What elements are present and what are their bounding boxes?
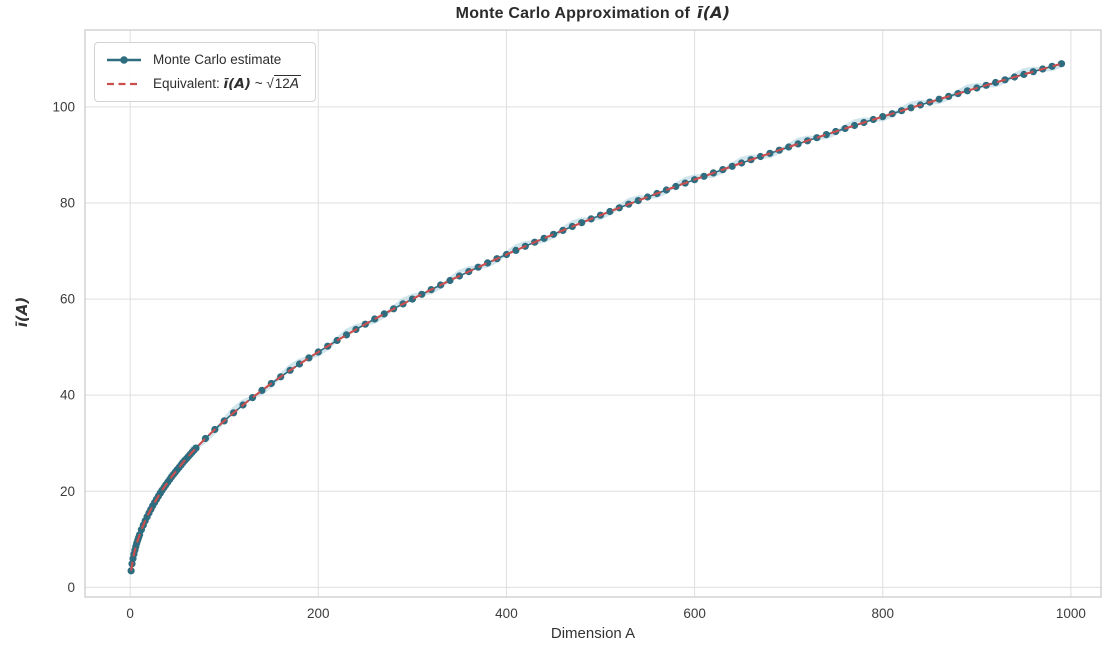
x-axis-label: Dimension A	[550, 625, 636, 642]
figure-title-text: Monte Carlo Approximation of	[455, 5, 691, 22]
mc-data-point	[446, 276, 454, 285]
mc-data-point	[1020, 70, 1028, 78]
mc-data-point	[963, 87, 972, 95]
mc-data-point	[408, 295, 416, 303]
mc-data-point	[418, 290, 426, 298]
y-tick-label: 40	[60, 388, 75, 403]
legend-label-monte-carlo: Monte Carlo estimate	[153, 52, 282, 67]
mc-data-point	[756, 152, 765, 161]
mc-data-point	[794, 140, 802, 148]
dashed-line-marker-icon	[107, 82, 141, 86]
mc-data-point	[1048, 62, 1056, 70]
solid-line-dot-marker-icon	[107, 55, 141, 64]
y-tick-label: 80	[60, 195, 75, 210]
sqrt-expression: √12A	[266, 75, 302, 92]
mc-data-point	[127, 567, 135, 575]
legend-item-monte-carlo: Monte Carlo estimate	[105, 52, 301, 67]
figure-title: Monte Carlo Approximation of ī(A)	[85, 3, 1101, 23]
plot-border	[84, 29, 1102, 598]
mc-data-point	[822, 131, 830, 139]
plot-background	[85, 30, 1101, 597]
legend-item-equivalent: Equivalent: ī(A) ~ √12A	[105, 75, 302, 92]
legend-label-equivalent: Equivalent: ī(A) ~ √12A	[153, 75, 302, 92]
y-tick-label: 0	[67, 580, 75, 595]
y-axis-label: ī(A)	[13, 296, 31, 328]
mc-data-point	[540, 234, 548, 242]
mc-data-point	[785, 143, 793, 151]
mc-data-point	[907, 104, 915, 112]
figure-title-math: ī(A)	[697, 3, 731, 22]
x-tick-label: 400	[495, 606, 518, 621]
mc-data-point	[700, 172, 708, 180]
mc-data-point	[935, 95, 943, 103]
y-tick-label: 100	[52, 99, 75, 114]
mc-data-point	[879, 113, 887, 121]
y-tick-label: 20	[60, 484, 75, 499]
mc-data-point	[728, 162, 736, 170]
mc-data-point	[1057, 60, 1066, 68]
mc-data-point	[992, 78, 1000, 87]
x-tick-label: 0	[126, 606, 134, 621]
x-tick-label: 600	[683, 606, 706, 621]
x-tick-label: 1000	[1056, 606, 1086, 621]
mc-data-point	[512, 246, 520, 254]
mc-data-point	[850, 121, 859, 130]
x-tick-label: 800	[871, 606, 894, 621]
legend: Monte Carlo estimate Equivalent: ī(A) ~ …	[94, 42, 317, 102]
x-tick-label: 200	[307, 606, 330, 621]
equivalent-dashed-curve	[130, 63, 1060, 571]
y-tick-label: 60	[60, 292, 75, 307]
